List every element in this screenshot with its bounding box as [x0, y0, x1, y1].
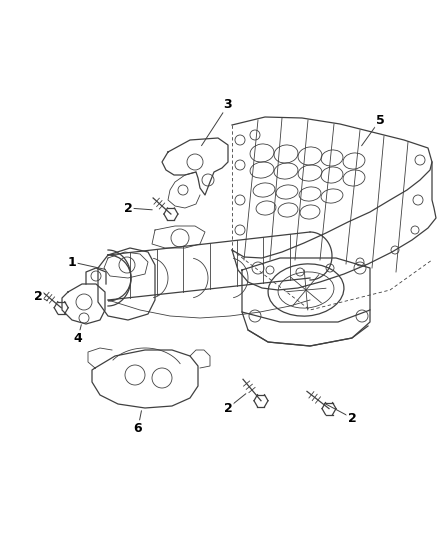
Text: 2: 2	[124, 201, 132, 214]
Text: 1: 1	[67, 255, 76, 269]
Text: 3: 3	[224, 99, 232, 111]
Text: 6: 6	[134, 422, 142, 434]
Text: 2: 2	[224, 401, 233, 415]
Text: 5: 5	[376, 114, 385, 126]
Text: 2: 2	[34, 289, 42, 303]
Text: 2: 2	[348, 411, 357, 424]
Text: 4: 4	[74, 332, 82, 344]
